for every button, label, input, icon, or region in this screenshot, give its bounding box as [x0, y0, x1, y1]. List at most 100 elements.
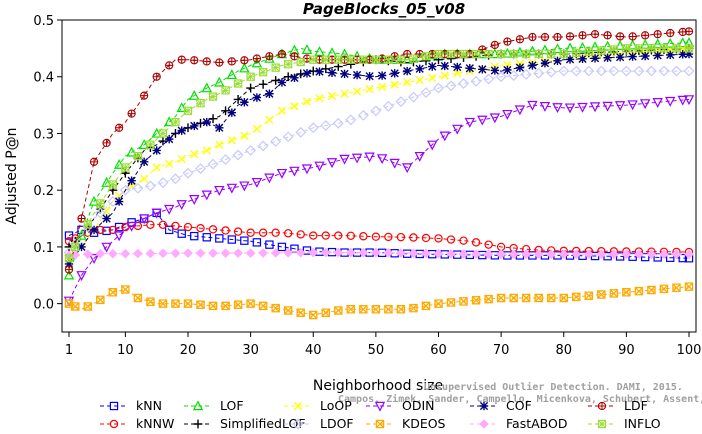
data-point-inflo — [108, 180, 117, 189]
data-point-odin — [176, 200, 187, 211]
data-point-ldof — [520, 69, 532, 80]
data-point-knn — [265, 240, 274, 249]
legend-marker-cof — [479, 401, 489, 411]
legend-item-knn: kNN — [100, 398, 162, 413]
data-point-lof — [589, 41, 601, 52]
data-point-knnw — [196, 223, 205, 233]
legend-label: kNN — [136, 398, 162, 413]
data-point-ldf — [165, 61, 174, 70]
x-tick-label: 30 — [242, 343, 259, 358]
data-point-inflo — [171, 117, 180, 127]
data-point-kdeos — [672, 283, 681, 293]
data-point-kdeos — [346, 305, 356, 314]
y-tick-label: 0.4 — [33, 71, 54, 86]
data-point-ldof — [495, 71, 507, 83]
data-point-inflo — [634, 44, 644, 53]
data-point-fastabod — [659, 249, 669, 260]
data-point-ldof — [94, 207, 106, 219]
data-point-kdeos — [634, 286, 644, 296]
data-point-ldof — [220, 154, 232, 165]
data-point-odin — [502, 109, 513, 120]
data-point-cof — [127, 176, 136, 185]
data-point-inflo — [484, 49, 493, 59]
data-point-kdeos — [171, 299, 180, 308]
data-point-lof — [652, 38, 663, 49]
data-point-ldf — [240, 56, 249, 65]
data-point-knn — [666, 253, 675, 262]
data-point-odin — [427, 140, 438, 151]
data-point-knnw — [359, 232, 368, 241]
data-point-knnw — [296, 230, 305, 239]
data-point-knn — [177, 229, 186, 238]
data-point-kdeos — [396, 305, 406, 314]
data-point-knn — [640, 252, 650, 262]
data-point-knnw — [334, 231, 343, 240]
data-point-knnw — [171, 221, 180, 231]
data-point-kdeos — [384, 305, 393, 314]
data-point-lof — [113, 158, 125, 169]
legend-item-ldof: LDOF — [284, 416, 354, 431]
series-ldof — [63, 65, 695, 259]
data-point-cof — [290, 73, 299, 83]
legend: kNN kNNW LOF SimplifiedLOF LoOP LDOF ODIN KDEOS… — [100, 398, 661, 431]
credit-line-1: Unsupervised Outlier Detection. DAMI, 20… — [424, 381, 683, 393]
data-point-odin — [683, 95, 695, 106]
data-point-loop — [190, 150, 199, 159]
data-point-knn — [202, 233, 211, 242]
data-point-odin — [76, 271, 87, 281]
data-point-inflo — [421, 52, 431, 61]
data-point-inflo — [233, 79, 243, 88]
data-point-odin — [239, 181, 250, 192]
data-point-cof — [415, 64, 424, 73]
legend-label: COF — [506, 398, 532, 413]
data-point-cof — [640, 51, 650, 61]
data-point-ldf — [252, 54, 262, 63]
data-point-kdeos — [96, 295, 105, 305]
data-point-loop — [215, 140, 224, 149]
legend-marker-knn — [109, 401, 119, 411]
data-point-fastabod — [583, 249, 594, 260]
legend-label: LDOF — [320, 416, 354, 431]
data-point-loop — [140, 174, 149, 183]
data-point-kdeos — [546, 293, 556, 303]
data-point-inflo — [71, 242, 80, 252]
data-point-odin — [665, 96, 676, 107]
data-point-kdeos — [659, 284, 669, 294]
data-point-inflo — [309, 55, 318, 64]
data-point-inflo — [371, 55, 381, 64]
legend-item-cof: COF — [470, 398, 532, 413]
data-point-cof — [684, 49, 694, 59]
data-point-cof — [453, 62, 462, 72]
data-point-lof — [76, 229, 87, 240]
data-point-odin — [226, 183, 238, 194]
legend-item-fastabod: FastABOD — [470, 416, 568, 431]
data-point-lof — [527, 45, 538, 56]
y-tick-label: 0.0 — [33, 298, 54, 313]
data-point-cof — [653, 51, 662, 60]
data-point-ldof — [395, 96, 407, 108]
data-point-fastabod — [571, 249, 582, 260]
data-point-inflo — [572, 48, 581, 58]
legend-marker-loop — [293, 401, 303, 411]
data-point-odin — [251, 178, 263, 188]
data-point-kdeos — [359, 305, 368, 314]
data-point-cof — [578, 54, 587, 64]
data-point-knnw — [108, 225, 118, 235]
data-point-knnw — [384, 232, 393, 242]
data-point-loop — [403, 78, 412, 87]
data-point-fastabod — [133, 248, 143, 259]
data-point-knn — [240, 236, 249, 245]
data-point-odin — [276, 168, 288, 179]
data-point-odin — [552, 103, 563, 114]
data-point-knn — [615, 252, 625, 261]
data-point-kdeos — [334, 306, 343, 315]
legend-marker-kdeos — [375, 419, 385, 429]
data-point-ldof — [633, 65, 645, 77]
data-point-loop — [340, 89, 349, 98]
data-point-cof — [365, 71, 374, 81]
data-point-odin — [101, 242, 112, 253]
data-point-inflo — [396, 55, 406, 64]
legend-marker-simplifiedlof — [193, 419, 203, 429]
data-point-fastabod — [446, 249, 456, 259]
